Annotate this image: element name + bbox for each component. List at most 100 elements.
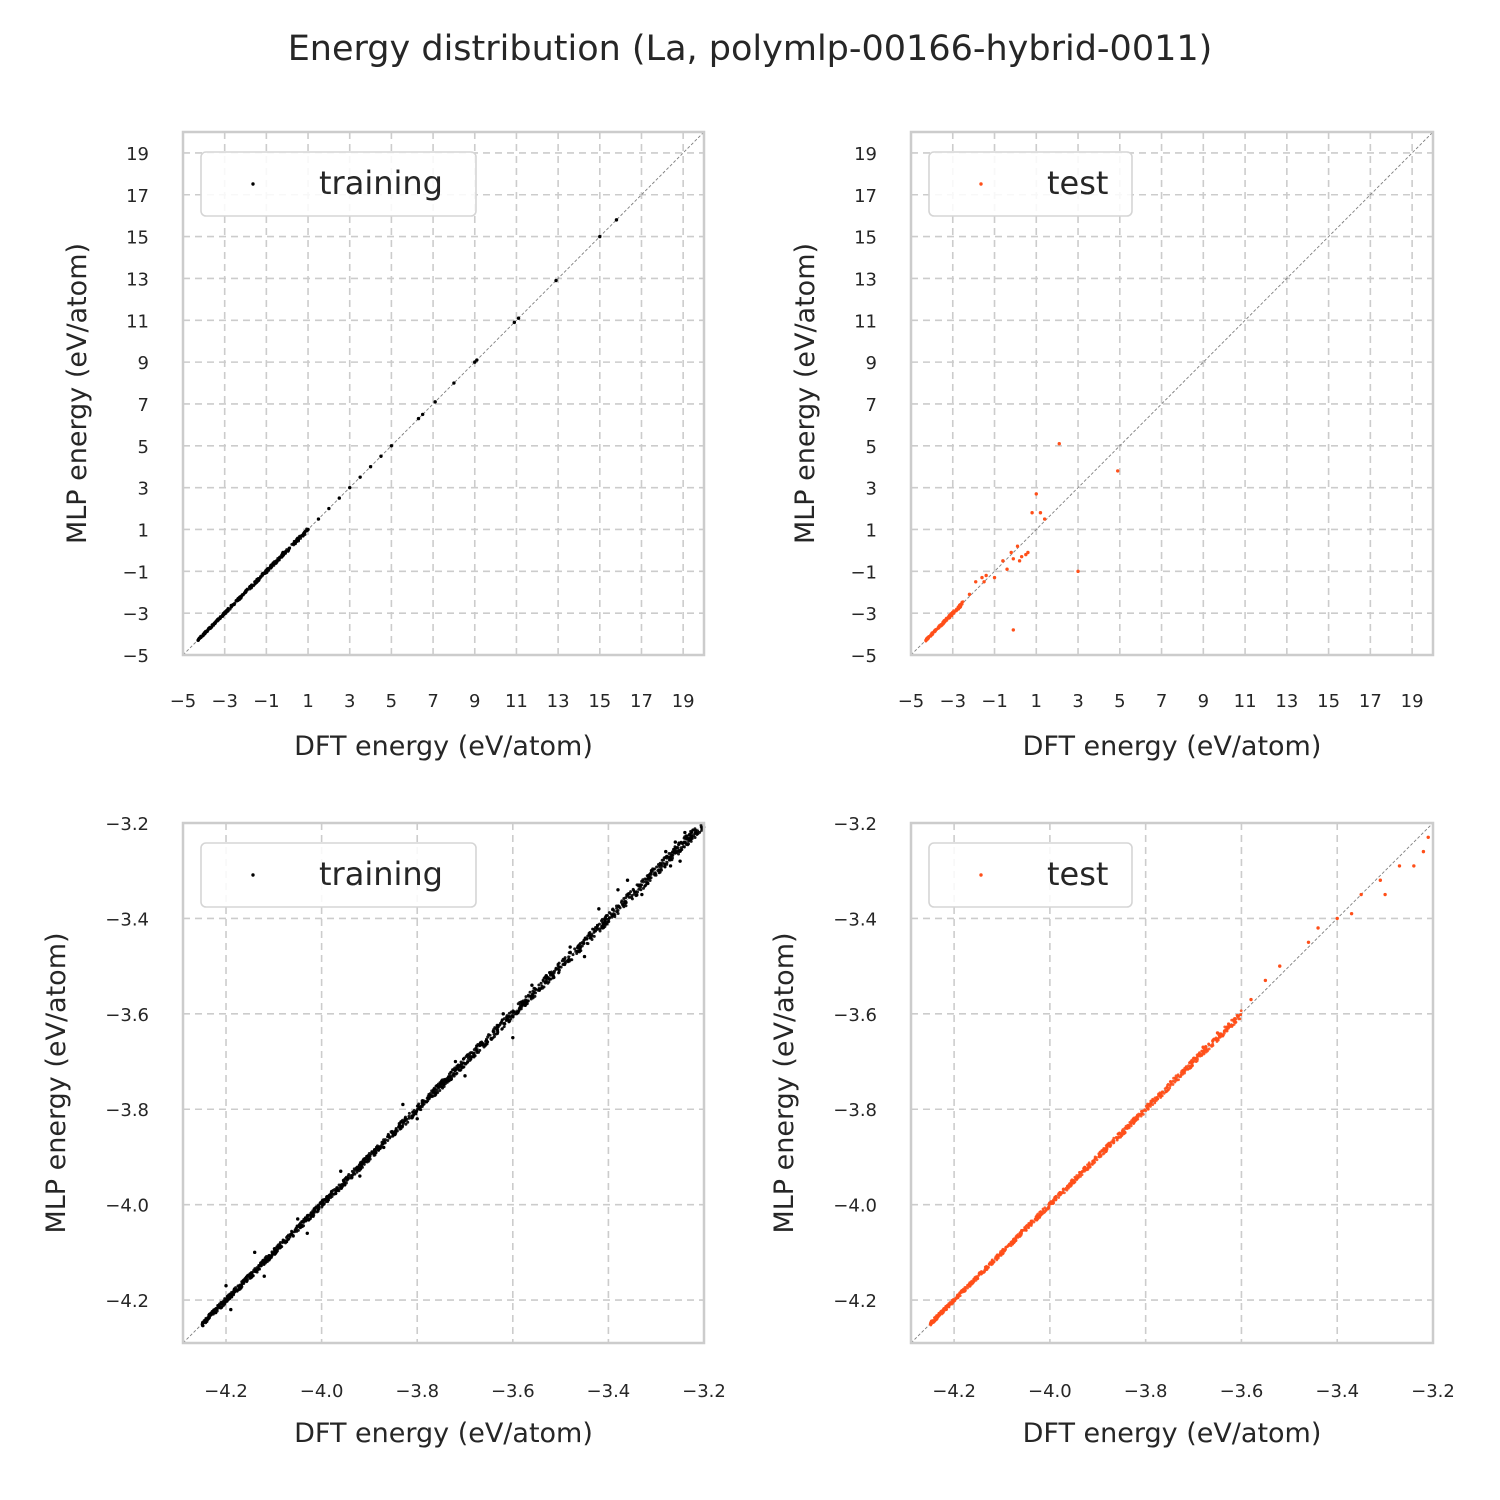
data-point [1104,1148,1108,1152]
data-point [289,1232,293,1236]
data-point [1041,1207,1045,1211]
data-point [1054,1197,1058,1201]
y-tick-label: 15 [854,228,877,249]
data-point [1057,442,1061,446]
data-point [262,1274,266,1278]
data-point [568,958,572,962]
y-tick-label: 9 [866,353,877,374]
data-point [453,1059,458,1064]
data-point [1011,557,1016,561]
x-tick-label: 17 [630,691,653,712]
data-point [341,1183,345,1187]
data-point [1173,1080,1177,1084]
data-point [363,1157,367,1161]
data-point [1189,1059,1193,1063]
data-point [492,1030,496,1034]
data-point [204,1321,208,1325]
data-point [316,1209,320,1213]
data-point [294,1227,298,1231]
data-point [518,1006,522,1010]
data-point [980,1271,984,1275]
data-point [952,612,956,615]
data-point [505,1014,509,1018]
y-tick-label: 1 [138,520,149,541]
data-point [1067,1186,1070,1190]
data-point [1139,1114,1143,1118]
data-point [1030,511,1034,515]
data-point [418,1107,422,1111]
data-point [363,1160,367,1164]
data-point [1176,1074,1180,1078]
data-point [987,1265,990,1269]
data-point [1127,1126,1131,1130]
data-point [936,1315,940,1319]
data-point [245,587,249,591]
data-point [967,1283,971,1286]
data-point [1118,1131,1121,1135]
data-point [1081,1170,1084,1173]
data-point [280,555,284,559]
data-point [1054,1195,1058,1198]
data-point [375,1146,379,1150]
data-point [1202,1051,1206,1054]
data-point [370,1150,374,1154]
data-point [627,895,631,899]
x-tick-label: −4.2 [204,1381,248,1402]
data-point [954,608,958,612]
data-point [239,594,244,599]
data-point [1148,1103,1152,1106]
data-point [227,1294,231,1298]
data-point [1163,1087,1167,1091]
data-point [1207,1047,1211,1051]
data-point [306,527,310,532]
panel-top-right: −5 −3 −1 1 3 5 7 9 11 13 15 17 19−5−3−11357911131517… [790,130,1435,762]
data-point [473,360,477,364]
data-point [1057,1196,1061,1199]
data-point [1132,1122,1135,1126]
data-point [454,1068,458,1072]
data-point [635,893,639,897]
data-point [1156,1097,1160,1101]
data-point [302,1217,306,1221]
data-point [1087,1166,1090,1170]
data-point [648,876,652,880]
data-point [356,1165,360,1169]
data-point [556,962,560,966]
data-point [449,1074,453,1078]
data-point [677,852,681,856]
data-point [459,1067,463,1071]
data-point [1263,978,1268,983]
legend: training [200,151,477,217]
data-point [999,1253,1003,1257]
data-point [399,1127,403,1131]
data-point [1068,1182,1071,1186]
data-point [281,550,285,555]
data-point [688,838,692,842]
data-point [1062,1187,1065,1191]
data-point [331,1188,335,1192]
data-point [268,565,273,569]
data-point [1142,1109,1145,1113]
data-point [971,1281,975,1284]
data-point [603,917,607,921]
data-point [586,942,590,946]
y-tick-label: 17 [854,186,877,207]
data-point [399,1119,403,1123]
data-point [544,973,548,978]
data-point [326,1195,330,1199]
data-point [679,840,683,844]
data-point [320,1202,324,1206]
data-point [317,1207,321,1211]
y-axis-label: MLP energy (eV/atom) [62,243,93,544]
x-tick-label: 9 [1198,691,1209,712]
y-tick-label: −3.2 [833,814,877,835]
data-point [329,1192,333,1196]
data-point [337,496,341,500]
data-point [1006,1244,1010,1248]
data-point [651,867,655,871]
data-point [573,947,577,951]
data-point [266,566,270,570]
data-point [401,1102,405,1107]
x-tick-label: 1 [302,691,313,712]
legend-label: training [319,164,443,202]
